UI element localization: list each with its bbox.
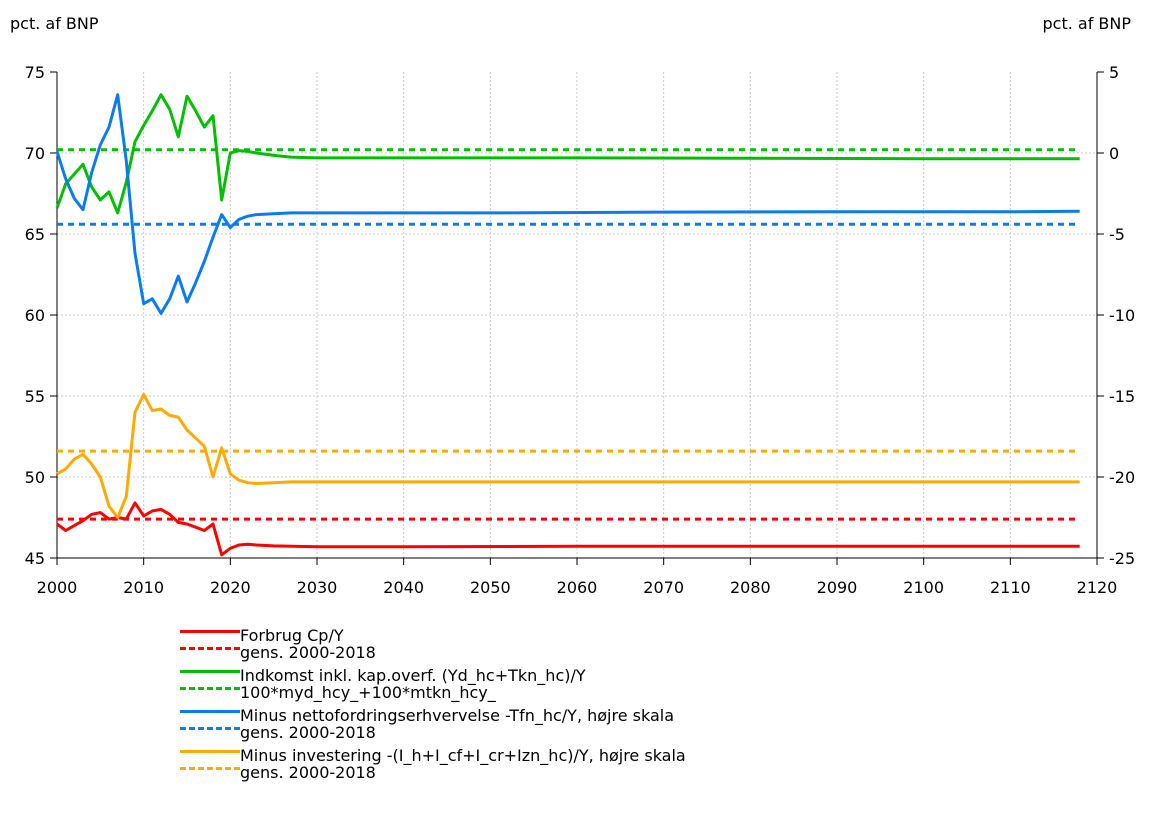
legend-swatch	[180, 669, 240, 673]
legend: Forbrug Cp/Y gens. 2000-2018 Indkomst inkl…	[180, 624, 1140, 784]
x-tick-label: 2050	[470, 578, 511, 597]
series-line-3	[55, 93, 1080, 215]
legend-label: gens. 2000-2018	[240, 723, 376, 742]
x-tick-label: 2090	[817, 578, 858, 597]
x-tick-label: 2120	[1077, 578, 1118, 597]
legend-item: Minus investering -(I_h+I_cf+I_cr+Izn_hc…	[180, 744, 1140, 767]
right-tick-label: -20	[1109, 468, 1135, 487]
legend-item: gens. 2000-2018	[180, 641, 1140, 664]
legend-item: 100*myd_hcy_+100*mtkn_hcy_	[180, 681, 1140, 704]
x-tick-label: 2010	[123, 578, 164, 597]
legend-label: 100*myd_hcy_+100*mtkn_hcy_	[240, 683, 496, 702]
x-tick-label: 2000	[37, 578, 78, 597]
right-axis-unit: pct. af BNP	[1042, 14, 1131, 33]
left-tick-label: 70	[25, 144, 45, 163]
x-tick-label: 2040	[383, 578, 424, 597]
legend-swatch	[180, 749, 240, 753]
left-tick-label: 75	[25, 63, 45, 82]
legend-label: Minus nettofordringserhvervelse -Tfn_hc/…	[240, 706, 675, 725]
right-tick-label: 5	[1109, 63, 1119, 82]
x-tick-label: 2030	[297, 578, 338, 597]
left-tick-label: 65	[25, 225, 45, 244]
legend-label: gens. 2000-2018	[240, 643, 376, 662]
tick-labels: 2000 2010 2020 2030 2040 2050 2060 2070 2080 2090…	[25, 63, 1136, 597]
left-tick-label: 45	[25, 549, 45, 568]
left-tick-label: 55	[25, 387, 45, 406]
legend-item: gens. 2000-2018	[180, 721, 1140, 744]
series-line-7	[56, 392, 1080, 519]
series-line-1	[56, 501, 1080, 557]
legend-swatch	[180, 726, 240, 730]
right-tick-label: 0	[1109, 144, 1119, 163]
legend-swatch	[180, 646, 240, 650]
legend-item: gens. 2000-2018	[180, 761, 1140, 784]
series-lines	[55, 93, 1080, 557]
legend-swatch	[180, 686, 240, 690]
legend-swatch	[180, 709, 240, 713]
x-tick-label: 2020	[210, 578, 251, 597]
right-tick-label: -5	[1109, 225, 1125, 244]
legend-label: Minus investering -(I_h+I_cf+I_cr+Izn_hc…	[240, 746, 686, 765]
legend-item: Forbrug Cp/Y	[180, 624, 1140, 647]
series-line-5	[55, 93, 1080, 315]
legend-label: gens. 2000-2018	[240, 763, 376, 782]
left-tick-label: 50	[25, 468, 45, 487]
legend-item: Indkomst inkl. kap.overf. (Yd_hc+Tkn_hc)…	[180, 664, 1140, 687]
right-tick-label: -25	[1109, 549, 1135, 568]
left-axis-unit: pct. af BNP	[10, 14, 99, 33]
legend-item: Minus nettofordringserhvervelse -Tfn_hc/…	[180, 704, 1140, 727]
x-tick-label: 2070	[643, 578, 684, 597]
right-tick-label: -10	[1109, 306, 1135, 325]
legend-label: Forbrug Cp/Y	[240, 626, 344, 645]
x-tick-label: 2110	[990, 578, 1031, 597]
x-tick-label: 2100	[903, 578, 944, 597]
legend-swatch	[180, 766, 240, 770]
x-tick-label: 2080	[730, 578, 771, 597]
left-tick-label: 60	[25, 306, 45, 325]
legend-swatch	[180, 629, 240, 633]
right-tick-label: -15	[1109, 387, 1135, 406]
grid-lines	[57, 72, 1097, 558]
legend-label: Indkomst inkl. kap.overf. (Yd_hc+Tkn_hc)…	[240, 666, 586, 685]
x-tick-label: 2060	[557, 578, 598, 597]
